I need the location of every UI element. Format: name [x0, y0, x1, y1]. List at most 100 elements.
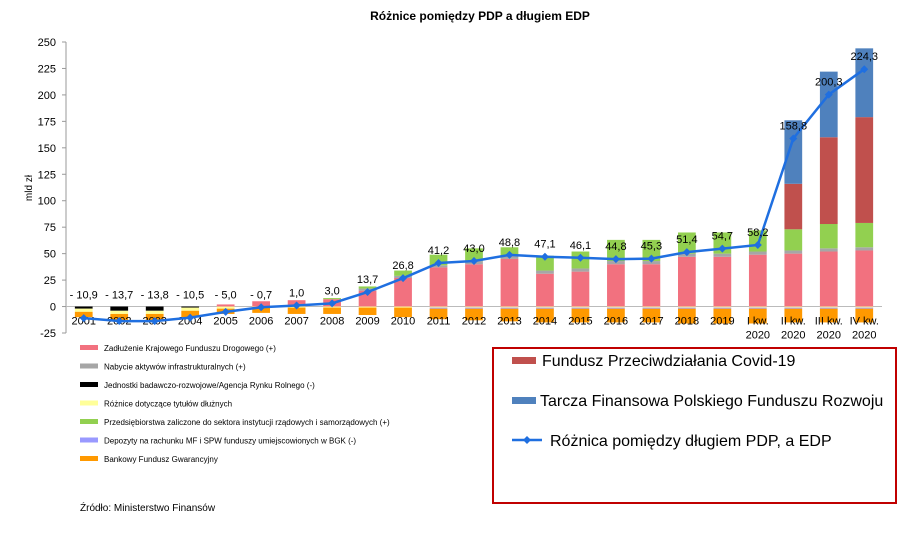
data-label: 41,2: [428, 245, 449, 257]
bar-segment: [713, 253, 732, 257]
bar-segment: [713, 256, 732, 307]
bar-segment: [784, 183, 803, 230]
legend-label: Różnica pomiędzy długiem PDP, a EDP: [550, 433, 832, 450]
line-marker: [647, 254, 656, 263]
bar-segment: [536, 308, 554, 323]
bar-segment: [855, 308, 874, 323]
bar-segment: [678, 306, 696, 308]
bar-segment: [607, 306, 625, 308]
legend-swatch: [80, 456, 98, 461]
bar-segment: [571, 271, 590, 307]
x-tick-label: 2016: [604, 316, 628, 328]
line-marker: [682, 248, 691, 257]
legend-label: Różnice dotyczące tytułów dłużnych: [104, 400, 232, 409]
line-marker: [363, 288, 372, 297]
y-tick-label: 250: [38, 37, 56, 49]
legend-swatch: [80, 363, 98, 369]
bar-segment: [216, 306, 235, 309]
legend-label: Przedsiębiorstwa zaliczone do sektora in…: [104, 418, 390, 427]
line-marker: [470, 257, 478, 266]
data-label: 48,8: [499, 237, 520, 249]
bar-segment: [429, 306, 448, 308]
x-tick-label: 2010: [391, 316, 415, 328]
bar-segment: [713, 308, 732, 324]
bar-segment: [571, 268, 590, 272]
legend-swatch: [80, 419, 98, 424]
data-label: 46,1: [570, 240, 591, 252]
bar-segment: [748, 307, 767, 309]
x-tick-label: 2007: [284, 316, 308, 328]
data-label: 26,8: [392, 260, 413, 272]
bar-segment: [748, 251, 767, 255]
bar-segment: [819, 307, 838, 309]
x-tick-label: 2015: [568, 316, 592, 328]
bar-segment: [394, 277, 412, 307]
source: Źródło: Ministerstwo Finansów: [80, 501, 216, 514]
line-marker: [576, 253, 585, 262]
data-label: 43,0: [463, 243, 484, 255]
bar-segment: [784, 306, 803, 308]
legend-swatch: [80, 400, 98, 406]
bar-segment: [713, 307, 732, 309]
x-tick-label: I kw. 2020: [746, 316, 770, 342]
y-tick-label: 100: [38, 196, 56, 208]
bar-segment: [571, 307, 590, 309]
bar-segment: [500, 306, 519, 308]
bar-segment: [181, 306, 200, 308]
bar-segment: [536, 307, 554, 309]
bar-segment: [358, 286, 377, 289]
line-marker: [115, 317, 124, 326]
bar-segment: [394, 306, 412, 308]
line-marker: [221, 307, 230, 316]
bar-segment: [819, 306, 838, 308]
bar-segment: [110, 306, 129, 311]
bar-segment: [855, 48, 874, 118]
y-tick-label: 175: [38, 116, 56, 128]
bar-segment: [465, 248, 483, 262]
bar-segment: [784, 253, 803, 307]
bar-segment: [465, 306, 483, 308]
y-tick-label: 200: [38, 90, 56, 102]
bar-segment: [713, 306, 732, 308]
line-marker: [860, 65, 869, 74]
data-label: 158,8: [780, 121, 808, 133]
legend-swatch: [80, 437, 98, 443]
bar-segment: [855, 222, 874, 248]
bar-segment: [607, 239, 625, 262]
bar-segment: [465, 307, 483, 309]
data-label: 200,3: [815, 77, 843, 89]
legend-label: Bankowy Fundusz Gwarancyjny: [104, 455, 218, 464]
bar-segment: [642, 261, 661, 265]
line-marker: [150, 317, 159, 326]
bar-segment: [536, 255, 554, 271]
x-tick-label: 2009: [355, 316, 379, 328]
x-tick-label: 2019: [710, 316, 734, 328]
line-marker: [328, 299, 337, 308]
line-marker: [257, 303, 266, 312]
y-tick-label: 25: [44, 275, 56, 287]
data-label: 58,2: [747, 227, 768, 239]
data-label: - 10,9: [70, 290, 98, 302]
line-marker: [718, 244, 727, 253]
legend-box: [492, 347, 897, 504]
bar-segment: [74, 308, 93, 312]
bar-segment: [607, 308, 625, 323]
bar-segment: [465, 308, 483, 321]
bar-segment: [678, 307, 696, 309]
bar-segment: [819, 248, 838, 252]
bar-segment: [465, 264, 483, 307]
bar-segment: [642, 308, 661, 323]
line-marker: [399, 274, 408, 283]
x-tick-label: IV kw. 2020: [850, 316, 879, 342]
bar-segment: [819, 137, 838, 225]
data-label: 47,1: [534, 239, 555, 251]
y-tick-label: 75: [44, 222, 56, 234]
bar-segment: [748, 254, 767, 307]
bar-segment: [358, 306, 377, 308]
bar-segment: [110, 310, 129, 314]
bar-segment: [748, 308, 767, 324]
bar-segment: [536, 273, 554, 307]
data-label: - 13,8: [141, 290, 169, 302]
bar-segment: [855, 307, 874, 309]
